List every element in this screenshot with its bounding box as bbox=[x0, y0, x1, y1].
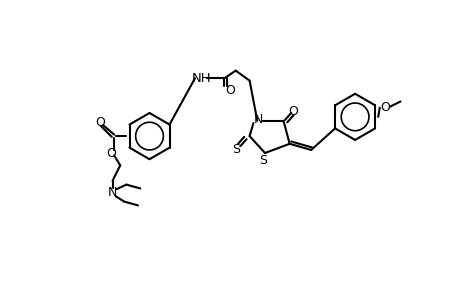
Text: O: O bbox=[95, 116, 105, 129]
Text: O: O bbox=[225, 84, 235, 97]
Text: O: O bbox=[287, 105, 297, 118]
Text: N: N bbox=[253, 113, 262, 126]
Text: S: S bbox=[231, 143, 239, 157]
Text: NH: NH bbox=[191, 72, 211, 85]
Text: N: N bbox=[107, 186, 117, 199]
Text: O: O bbox=[380, 101, 389, 114]
Text: S: S bbox=[258, 154, 266, 167]
Text: O: O bbox=[106, 146, 116, 160]
